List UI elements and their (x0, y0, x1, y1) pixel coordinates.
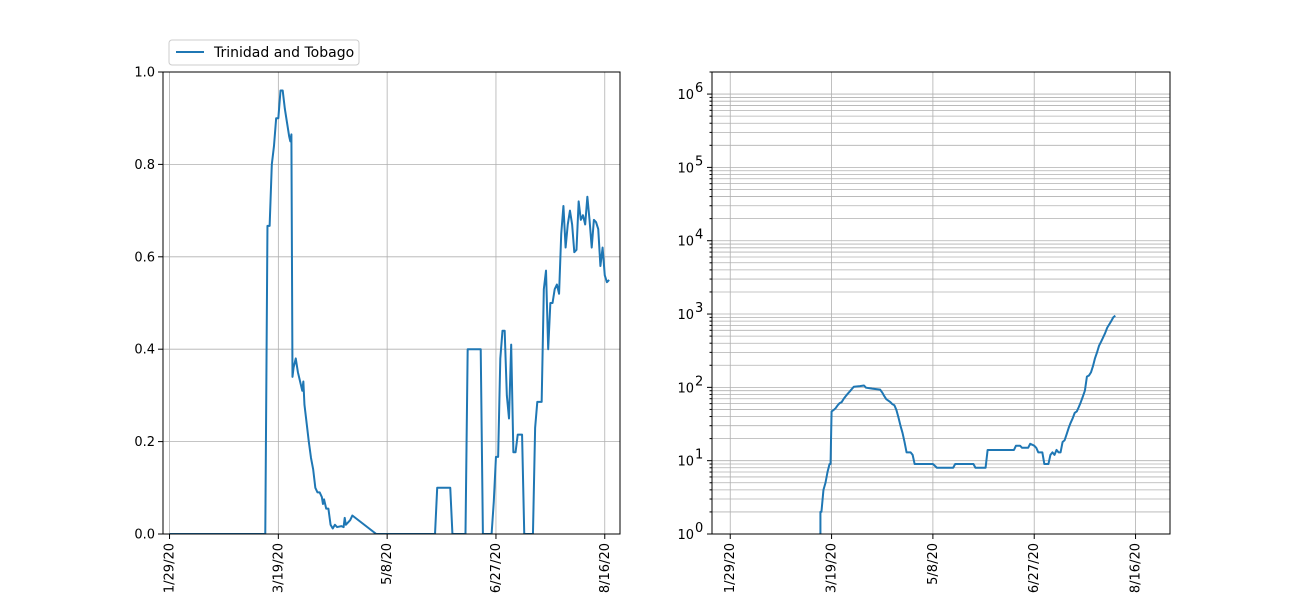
y-tick-label: 10 (677, 528, 694, 543)
grid (712, 71, 1170, 535)
plot-frame (162, 71, 621, 535)
y-tick-label: 0.0 (134, 528, 155, 543)
y-tick-label: 10 (677, 235, 694, 250)
y-tick-exponent: 2 (695, 374, 703, 389)
y-tick-label: 0.6 (134, 250, 155, 265)
plot-frame (711, 71, 1171, 535)
x-tick-label: 8/16/20 (1129, 543, 1144, 593)
y-tick-label: 0.8 (134, 158, 155, 173)
legend: Trinidad and Tobago (168, 39, 360, 66)
left-chart: 1/29/20 3/19/20 5/8/20 6/27/20 8/16/20 0.0 0.2… (134, 66, 621, 593)
y-tick-label: 10 (677, 308, 694, 323)
series-line-trinidad-and-tobago (169, 89, 610, 534)
y-tick-label: 10 (677, 88, 694, 103)
x-tick-label: 1/29/20 (723, 543, 738, 593)
y-tick-exponent: 6 (695, 81, 703, 96)
x-tick-label: 1/29/20 (163, 543, 178, 593)
series-line-trinidad-and-tobago (819, 314, 1116, 534)
x-tick-label: 3/19/20 (271, 543, 286, 593)
y-tick-label: 10 (677, 161, 694, 176)
legend-box (168, 39, 360, 66)
y-tick-exponent: 0 (695, 521, 703, 536)
y-tick-exponent: 3 (695, 301, 703, 316)
legend-label: Trinidad and Tobago (213, 45, 354, 61)
x-tick-label: 3/19/20 (825, 543, 840, 593)
y-tick-exponent: 1 (695, 448, 703, 463)
x-tick-label: 6/27/20 (1027, 543, 1042, 593)
x-tick-label: 6/27/20 (489, 543, 504, 593)
x-tick-label: 8/16/20 (598, 543, 613, 593)
x-tick-label: 5/8/20 (380, 543, 395, 585)
y-tick-label: 10 (677, 381, 694, 396)
y-tick-exponent: 5 (695, 154, 703, 169)
y-tick-label: 0.4 (134, 343, 155, 358)
y-tick-label: 0.2 (134, 435, 155, 450)
y-tick-exponent: 4 (695, 228, 703, 243)
y-tick-label: 10 (677, 455, 694, 470)
y-tick-label: 1.0 (134, 66, 155, 81)
x-tick-label: 5/8/20 (926, 543, 941, 585)
